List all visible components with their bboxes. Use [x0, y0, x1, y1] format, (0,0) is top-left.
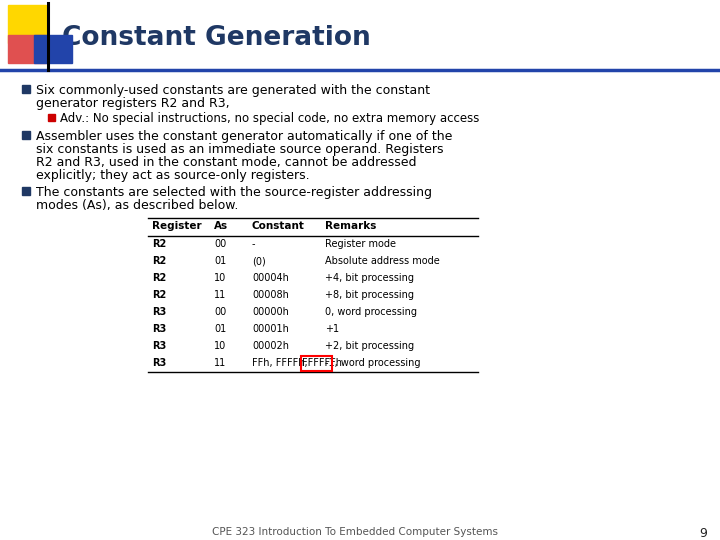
Text: Assembler uses the constant generator automatically if one of the: Assembler uses the constant generator au… — [36, 130, 452, 143]
Bar — [8, 35, 46, 63]
Text: Register: Register — [152, 221, 202, 231]
Bar — [8, 5, 46, 43]
Text: R3: R3 — [152, 341, 166, 351]
Bar — [301, 356, 332, 371]
Text: 11: 11 — [214, 290, 226, 300]
Text: FFh, FFFFh,: FFh, FFFFh, — [252, 358, 311, 368]
Text: (0): (0) — [252, 256, 266, 266]
Text: 01: 01 — [214, 256, 226, 266]
Text: 01: 01 — [214, 324, 226, 334]
Text: six constants is used as an immediate source operand. Registers: six constants is used as an immediate so… — [36, 143, 444, 156]
Text: Register mode: Register mode — [325, 239, 396, 249]
Text: 00: 00 — [214, 239, 226, 249]
Bar — [34, 35, 72, 63]
Text: 11: 11 — [214, 358, 226, 368]
Text: +2, bit processing: +2, bit processing — [325, 341, 414, 351]
Text: 00: 00 — [214, 307, 226, 317]
Text: modes (As), as described below.: modes (As), as described below. — [36, 199, 238, 212]
Text: R2: R2 — [152, 273, 166, 283]
Text: Absolute address mode: Absolute address mode — [325, 256, 440, 266]
Text: Remarks: Remarks — [325, 221, 377, 231]
Text: explicitly; they act as source-only registers.: explicitly; they act as source-only regi… — [36, 169, 310, 182]
Text: +8, bit processing: +8, bit processing — [325, 290, 414, 300]
Text: -: - — [252, 239, 256, 249]
Text: generator registers R2 and R3,: generator registers R2 and R3, — [36, 97, 230, 110]
Text: +4, bit processing: +4, bit processing — [325, 273, 414, 283]
Text: Constant: Constant — [252, 221, 305, 231]
Text: 00008h: 00008h — [252, 290, 289, 300]
Text: Six commonly-used constants are generated with the constant: Six commonly-used constants are generate… — [36, 84, 430, 97]
Text: +1: +1 — [325, 324, 339, 334]
Bar — [22, 187, 30, 195]
Text: R3: R3 — [152, 324, 166, 334]
Text: R3: R3 — [152, 307, 166, 317]
Text: 00001h: 00001h — [252, 324, 289, 334]
Text: 0, word processing: 0, word processing — [325, 307, 417, 317]
Text: R2: R2 — [152, 290, 166, 300]
Text: Adv.: No special instructions, no special code, no extra memory access: Adv.: No special instructions, no specia… — [60, 112, 480, 125]
Text: R2: R2 — [152, 256, 166, 266]
Text: CPE 323 Introduction To Embedded Computer Systems: CPE 323 Introduction To Embedded Compute… — [212, 527, 498, 537]
Text: 00002h: 00002h — [252, 341, 289, 351]
Text: 00000h: 00000h — [252, 307, 289, 317]
Text: 10: 10 — [214, 341, 226, 351]
Text: 10: 10 — [214, 273, 226, 283]
Text: R2 and R3, used in the constant mode, cannot be addressed: R2 and R3, used in the constant mode, ca… — [36, 156, 416, 169]
Text: The constants are selected with the source-register addressing: The constants are selected with the sour… — [36, 186, 432, 199]
Text: R3: R3 — [152, 358, 166, 368]
Bar — [22, 85, 30, 93]
Text: 9: 9 — [699, 527, 707, 540]
Text: -1, word processing: -1, word processing — [325, 358, 420, 368]
Text: Constant Generation: Constant Generation — [62, 25, 371, 51]
Text: As: As — [214, 221, 228, 231]
Text: 00004h: 00004h — [252, 273, 289, 283]
Bar — [48, 114, 55, 121]
Bar — [22, 131, 30, 139]
Text: FFFFFFh: FFFFFFh — [302, 358, 342, 368]
Text: R2: R2 — [152, 239, 166, 249]
